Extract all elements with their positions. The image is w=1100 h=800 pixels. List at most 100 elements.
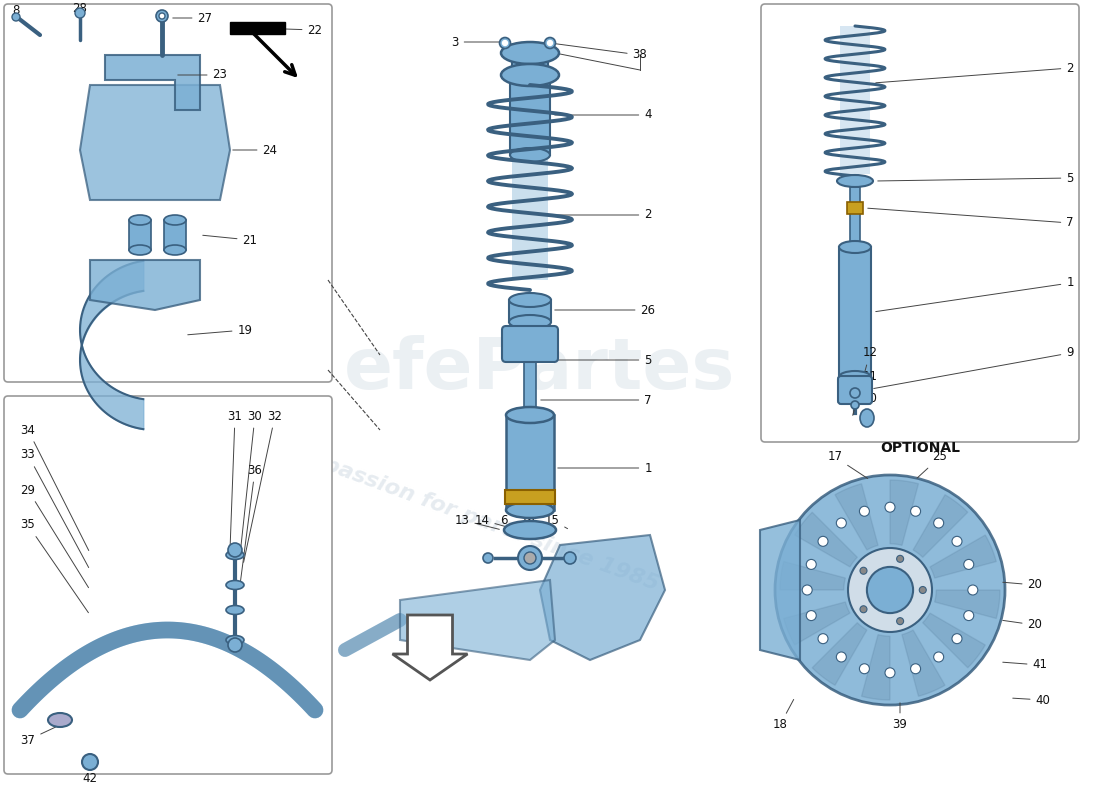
Circle shape <box>886 502 895 512</box>
Text: 32: 32 <box>243 410 283 562</box>
Text: 18: 18 <box>772 699 794 731</box>
Text: 1: 1 <box>558 462 651 474</box>
Text: 34: 34 <box>21 423 89 550</box>
Circle shape <box>860 606 867 613</box>
Polygon shape <box>80 85 230 200</box>
Ellipse shape <box>226 606 244 614</box>
Polygon shape <box>835 484 878 550</box>
FancyBboxPatch shape <box>4 4 332 382</box>
Circle shape <box>818 634 828 644</box>
FancyBboxPatch shape <box>4 396 332 774</box>
Text: 42: 42 <box>82 765 98 785</box>
Circle shape <box>920 586 926 594</box>
Bar <box>129 220 151 250</box>
Text: 37: 37 <box>21 726 57 746</box>
Text: 28: 28 <box>73 2 87 14</box>
Circle shape <box>859 506 869 516</box>
Ellipse shape <box>129 245 151 255</box>
Circle shape <box>503 41 507 46</box>
Circle shape <box>156 10 168 22</box>
Circle shape <box>934 518 944 528</box>
Bar <box>164 220 186 250</box>
Ellipse shape <box>509 315 551 329</box>
Text: 35: 35 <box>21 518 88 613</box>
Bar <box>840 26 870 174</box>
Bar <box>512 85 548 280</box>
Ellipse shape <box>129 215 151 225</box>
Circle shape <box>524 552 536 564</box>
Text: 22: 22 <box>257 23 322 37</box>
Text: 5: 5 <box>558 354 651 366</box>
Ellipse shape <box>226 550 244 559</box>
FancyBboxPatch shape <box>838 376 872 404</box>
Circle shape <box>806 559 816 570</box>
Text: 36: 36 <box>241 463 263 582</box>
Bar <box>230 22 285 34</box>
Circle shape <box>12 13 20 21</box>
Polygon shape <box>780 562 846 590</box>
Text: 25: 25 <box>917 450 947 478</box>
Ellipse shape <box>506 502 554 518</box>
Circle shape <box>968 585 978 595</box>
Text: efePartes: efePartes <box>344 335 736 405</box>
FancyBboxPatch shape <box>502 326 558 362</box>
Text: 9: 9 <box>873 346 1074 389</box>
Polygon shape <box>923 613 986 668</box>
Text: 21: 21 <box>202 234 257 246</box>
Text: 17: 17 <box>827 450 868 478</box>
Text: 12: 12 <box>852 346 878 415</box>
Polygon shape <box>935 590 1000 618</box>
Polygon shape <box>760 520 800 660</box>
Circle shape <box>548 41 552 46</box>
Polygon shape <box>812 622 867 686</box>
Circle shape <box>518 546 542 570</box>
Circle shape <box>911 664 921 674</box>
Polygon shape <box>913 494 968 558</box>
Ellipse shape <box>48 713 72 727</box>
Circle shape <box>499 38 510 49</box>
Circle shape <box>886 668 895 678</box>
Polygon shape <box>861 634 890 700</box>
Text: 41: 41 <box>1003 658 1047 671</box>
Bar <box>506 415 554 510</box>
Circle shape <box>82 754 98 770</box>
Bar <box>505 490 556 504</box>
Circle shape <box>860 567 867 574</box>
Text: a passion for parts since 1985: a passion for parts since 1985 <box>299 446 661 594</box>
Text: 40: 40 <box>1013 694 1050 706</box>
Polygon shape <box>104 55 200 110</box>
Ellipse shape <box>500 64 559 86</box>
Text: 13: 13 <box>454 514 499 530</box>
Ellipse shape <box>226 581 244 590</box>
Text: 38: 38 <box>553 43 648 62</box>
Polygon shape <box>90 260 200 310</box>
Bar <box>510 75 550 155</box>
Circle shape <box>964 610 974 621</box>
Bar <box>839 247 871 377</box>
Circle shape <box>802 585 812 595</box>
Text: 1: 1 <box>876 277 1074 311</box>
Text: 26: 26 <box>554 303 656 317</box>
Circle shape <box>859 664 869 674</box>
Ellipse shape <box>164 245 186 255</box>
Text: 2: 2 <box>554 209 651 222</box>
Circle shape <box>952 536 962 546</box>
Text: 19: 19 <box>188 323 253 337</box>
Text: 8: 8 <box>12 3 20 20</box>
Circle shape <box>934 652 944 662</box>
Text: 15: 15 <box>544 514 568 529</box>
Circle shape <box>867 567 913 613</box>
Circle shape <box>911 506 921 516</box>
Circle shape <box>806 610 816 621</box>
Text: 33: 33 <box>21 449 89 567</box>
Circle shape <box>836 652 846 662</box>
Text: 16: 16 <box>520 502 546 526</box>
Polygon shape <box>794 512 857 567</box>
Polygon shape <box>393 615 468 680</box>
Ellipse shape <box>839 241 871 253</box>
Text: 24: 24 <box>233 143 277 157</box>
Text: 4: 4 <box>554 109 651 122</box>
Text: 29: 29 <box>21 483 88 588</box>
Text: 23: 23 <box>178 69 228 82</box>
Text: 27: 27 <box>173 11 212 25</box>
